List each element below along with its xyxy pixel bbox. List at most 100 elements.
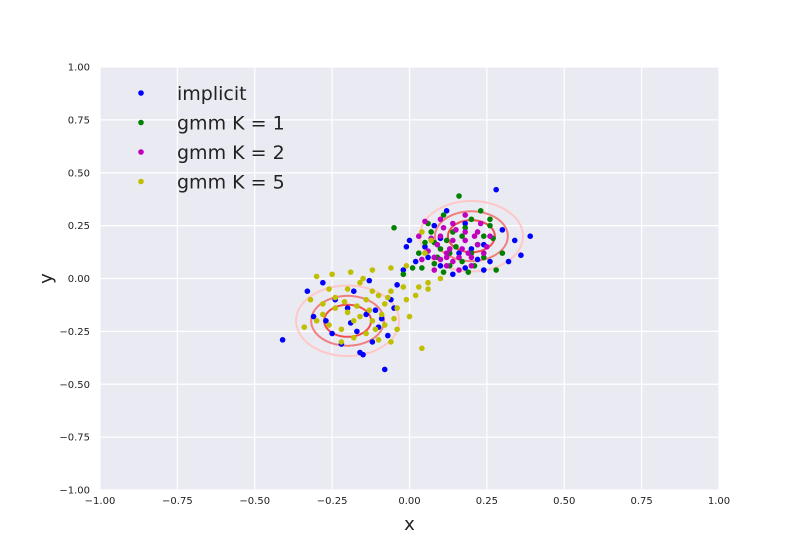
data-point [369, 288, 376, 294]
data-point [462, 224, 469, 231]
data-point [428, 229, 434, 235]
legend-marker [138, 149, 144, 155]
y-tick-label: −1.00 [59, 486, 90, 497]
data-point [480, 267, 487, 273]
data-point [462, 229, 469, 235]
x-tick-label: 1.00 [708, 496, 730, 507]
data-point [332, 305, 339, 311]
data-point [301, 324, 308, 330]
data-point [363, 296, 369, 303]
data-point [446, 246, 453, 252]
data-point [369, 339, 376, 345]
data-point [459, 246, 465, 252]
x-tick-labels: −1.00 −0.75 −0.50 −0.25 0.00 0.25 0.50 0.75 1.00 [85, 496, 730, 507]
data-point [462, 265, 469, 271]
data-point [437, 256, 444, 263]
data-point [487, 216, 493, 223]
data-point [341, 298, 348, 305]
data-point [471, 233, 478, 239]
grid-lines [99, 66, 720, 491]
y-tick-label: 1.00 [68, 63, 90, 74]
y-tick-label: 0.75 [68, 115, 90, 126]
series-3 [301, 229, 444, 352]
data-point [443, 263, 450, 269]
data-point [381, 301, 388, 307]
legend: implicit gmm K = 1 gmm K = 2 gmm K = 5 [138, 83, 285, 194]
data-point [366, 307, 373, 314]
data-point [468, 263, 475, 269]
data-point [332, 294, 339, 301]
data-point [511, 237, 518, 244]
data-point [428, 237, 434, 244]
data-point [419, 229, 425, 235]
data-point [527, 233, 534, 239]
data-point [422, 243, 428, 250]
data-point [480, 250, 487, 256]
series-1 [391, 193, 506, 278]
data-point [307, 296, 314, 303]
data-point [422, 218, 428, 225]
legend-marker [138, 90, 144, 96]
data-point [412, 258, 419, 265]
data-point [326, 322, 332, 328]
x-tick-label: 0.50 [553, 496, 575, 507]
series-0 [279, 186, 534, 373]
data-point [422, 250, 428, 256]
data-point [357, 279, 363, 286]
data-point [459, 258, 465, 265]
data-point [456, 267, 462, 273]
data-point [320, 301, 326, 307]
data-point [453, 243, 459, 250]
data-point [474, 256, 481, 263]
data-point [391, 224, 397, 231]
data-point [320, 311, 326, 318]
x-tick-label: 0.00 [398, 496, 420, 507]
legend-label: gmm K = 2 [177, 142, 285, 164]
y-axis-label: y [36, 273, 57, 284]
data-point [347, 269, 354, 275]
series-2 [415, 212, 493, 273]
data-point [450, 258, 456, 265]
data-point [403, 296, 410, 303]
data-point [391, 315, 397, 322]
data-point [350, 318, 357, 324]
data-point [394, 326, 400, 333]
x-tick-label: 0.25 [476, 496, 498, 507]
data-point [431, 260, 438, 267]
data-point [450, 271, 456, 278]
legend-label: gmm K = 5 [177, 172, 285, 194]
y-tick-label: −0.75 [59, 433, 90, 444]
data-point [372, 326, 379, 333]
data-point [378, 311, 385, 318]
data-point [381, 366, 388, 373]
data-point [388, 265, 394, 271]
data-point [431, 254, 438, 261]
data-point [354, 303, 360, 309]
data-point [462, 220, 469, 227]
data-point [431, 222, 438, 229]
scatter-points [279, 186, 534, 373]
legend-marker [138, 119, 144, 126]
data-point [415, 250, 422, 256]
data-point [493, 186, 499, 193]
data-point [350, 334, 357, 341]
data-point [434, 241, 441, 248]
data-point [400, 267, 407, 273]
data-point [394, 282, 400, 288]
data-point [474, 229, 481, 235]
data-point [378, 315, 385, 322]
data-point [372, 307, 379, 314]
data-point [350, 288, 357, 294]
data-point [450, 220, 456, 227]
data-point [363, 330, 369, 337]
data-point [369, 318, 376, 324]
data-point [437, 263, 444, 269]
data-point [437, 246, 444, 252]
data-point [338, 339, 345, 345]
data-point [320, 279, 326, 286]
data-point [437, 233, 444, 239]
y-tick-label: −0.50 [59, 380, 90, 391]
data-point [329, 330, 335, 337]
data-point [279, 337, 286, 343]
